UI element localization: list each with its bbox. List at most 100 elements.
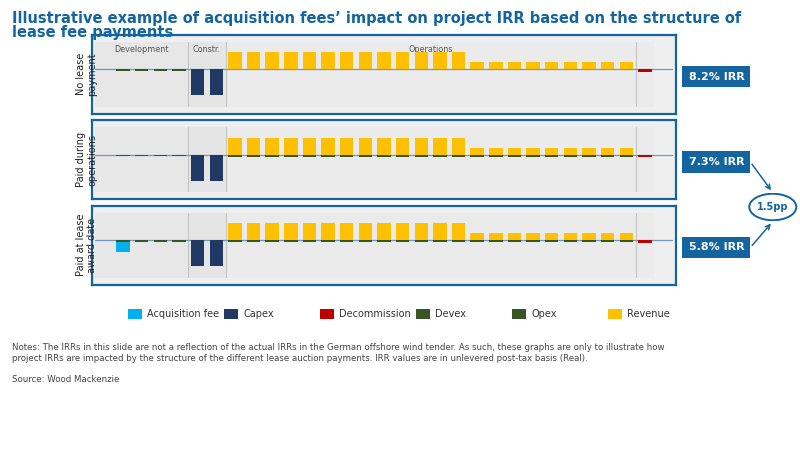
Bar (154, 240, 167, 242)
Bar (135, 240, 149, 242)
Text: 5.8% IRR: 5.8% IRR (689, 243, 744, 252)
Bar (228, 155, 242, 157)
Bar (414, 155, 428, 157)
Text: Paid at lease
award date: Paid at lease award date (76, 214, 98, 276)
Text: Opex: Opex (531, 309, 557, 319)
Bar (172, 69, 186, 71)
Bar (228, 240, 242, 242)
Bar (266, 223, 279, 240)
Bar (226, 127, 654, 193)
Bar (358, 52, 372, 69)
Bar (470, 233, 484, 240)
Text: Capex: Capex (243, 309, 274, 319)
Bar (489, 148, 502, 155)
Text: 1.5pp: 1.5pp (757, 202, 789, 212)
Text: Constr.: Constr. (193, 45, 221, 54)
Bar (452, 52, 466, 69)
Bar (619, 233, 633, 240)
Bar (526, 148, 540, 155)
Text: 7.3% IRR: 7.3% IRR (689, 157, 744, 167)
Text: Source: Wood Mackenzie: Source: Wood Mackenzie (12, 374, 119, 383)
Bar (545, 240, 558, 242)
Bar (378, 223, 390, 240)
Bar (489, 155, 502, 157)
Bar (95, 127, 188, 193)
Bar (210, 155, 223, 181)
Bar (266, 138, 279, 155)
Bar (322, 52, 335, 69)
Bar (154, 155, 167, 156)
Bar (266, 52, 279, 69)
Bar (188, 127, 226, 193)
Bar (358, 138, 372, 155)
Bar (378, 240, 390, 242)
Bar (302, 138, 316, 155)
Bar (302, 223, 316, 240)
Bar (545, 233, 558, 240)
Text: Acquisition fee: Acquisition fee (147, 309, 219, 319)
Bar (117, 69, 130, 71)
Bar (191, 69, 204, 95)
Bar (508, 155, 521, 157)
Bar (95, 42, 188, 107)
Bar (302, 240, 316, 242)
Bar (470, 240, 484, 242)
Bar (564, 240, 577, 242)
Bar (470, 148, 484, 155)
Bar (452, 138, 466, 155)
Bar (582, 233, 596, 240)
Bar (284, 138, 298, 155)
Bar (619, 155, 633, 157)
Bar (210, 240, 223, 266)
Bar (210, 69, 223, 95)
Bar (414, 223, 428, 240)
Bar (601, 62, 614, 69)
Bar (228, 52, 242, 69)
Bar (188, 212, 226, 278)
Bar (135, 69, 149, 71)
Bar (340, 240, 354, 242)
Bar (117, 240, 130, 242)
Bar (601, 233, 614, 240)
Bar (340, 223, 354, 240)
Bar (284, 223, 298, 240)
Bar (638, 155, 651, 157)
Bar (378, 138, 390, 155)
Bar (358, 240, 372, 242)
Bar (433, 52, 446, 69)
Bar (508, 62, 521, 69)
Bar (564, 233, 577, 240)
Bar (378, 155, 390, 157)
Bar (396, 138, 410, 155)
Bar (266, 240, 279, 242)
Text: Devex: Devex (435, 309, 466, 319)
Bar (228, 138, 242, 155)
Bar (322, 138, 335, 155)
Bar (582, 155, 596, 157)
Bar (284, 240, 298, 242)
Bar (601, 240, 614, 242)
Bar (378, 52, 390, 69)
Text: Development: Development (114, 45, 169, 54)
Bar (564, 155, 577, 157)
Bar (638, 240, 651, 243)
Bar (508, 148, 521, 155)
Bar (582, 240, 596, 242)
Bar (302, 155, 316, 157)
Bar (526, 62, 540, 69)
Bar (582, 62, 596, 69)
Bar (582, 148, 596, 155)
Bar (414, 138, 428, 155)
Bar (340, 155, 354, 157)
Bar (191, 240, 204, 266)
Bar (226, 212, 654, 278)
Bar (470, 155, 484, 157)
Bar (452, 223, 466, 240)
Bar (433, 138, 446, 155)
Bar (396, 52, 410, 69)
Bar (526, 155, 540, 157)
Bar (396, 155, 410, 157)
Bar (526, 240, 540, 242)
Bar (545, 148, 558, 155)
Bar (526, 233, 540, 240)
